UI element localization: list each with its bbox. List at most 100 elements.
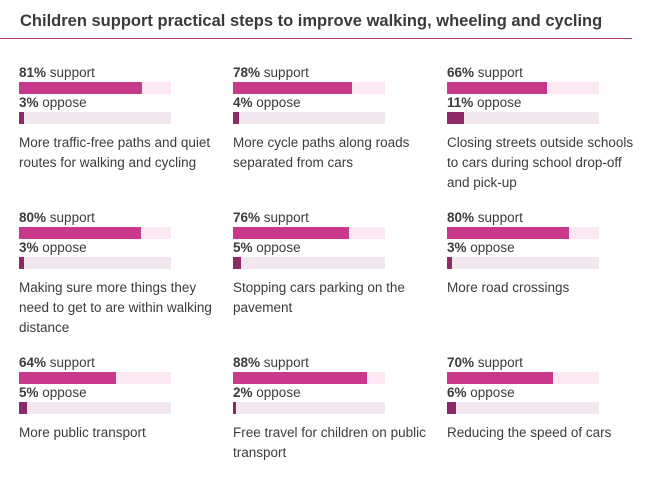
support-value: 80% [19,210,47,225]
oppose-label: 3% oppose [447,240,607,256]
oppose-label: 3% oppose [19,240,179,256]
support-bar-track [233,372,385,384]
chart-item: 70% support 6% oppose Reducing the speed o… [447,355,611,443]
oppose-bar [19,112,24,124]
chart-item: 80% support 3% oppose More road crossings [447,210,607,298]
chart-item: 80% support 3% oppose Making sure more thi… [19,210,212,338]
support-word: support [49,210,95,225]
support-bar [447,227,569,239]
oppose-value: 4% [233,95,253,110]
support-word: support [49,355,95,370]
support-bar-track [447,82,599,94]
support-label: 81% support [19,65,179,81]
support-label: 80% support [447,210,607,226]
support-label: 80% support [19,210,179,226]
oppose-bar [233,257,241,269]
chart-item: 64% support 5% oppose More public transpor… [19,355,179,443]
chart-title: Children support practical steps to impr… [20,12,603,30]
support-bar-track [19,227,171,239]
oppose-bar-track [233,112,385,124]
oppose-value: 11% [447,95,474,110]
oppose-bar-track [19,257,171,269]
support-bar [233,82,352,94]
chart-item: 76% support 5% oppose Stopping cars parkin… [233,210,405,318]
oppose-bar [19,257,24,269]
oppose-bar [447,112,464,124]
oppose-label: 5% oppose [19,385,179,401]
support-bar [447,82,548,94]
support-value: 76% [233,210,261,225]
support-bar-track [19,372,171,384]
oppose-word: oppose [42,95,87,110]
oppose-bar-track [19,402,171,414]
oppose-label: 3% oppose [19,95,179,111]
oppose-bar-track [447,257,599,269]
support-value: 78% [233,65,261,80]
oppose-label: 6% oppose [447,385,607,401]
oppose-label: 5% oppose [233,240,393,256]
item-description: Reducing the speed of cars [447,425,612,440]
support-word: support [49,65,95,80]
support-word: support [263,355,309,370]
support-bar [233,372,367,384]
support-value: 81% [19,65,47,80]
oppose-value: 5% [19,385,39,400]
support-word: support [477,65,523,80]
oppose-bar-track [233,257,385,269]
support-value: 64% [19,355,47,370]
support-word: support [263,210,309,225]
item-description: More road crossings [447,280,570,295]
oppose-word: oppose [42,385,87,400]
support-value: 70% [447,355,475,370]
oppose-value: 5% [233,240,253,255]
oppose-value: 3% [447,240,467,255]
chart-item: 81% support 3% oppose More traffic-free pa… [19,65,210,173]
support-label: 88% support [233,355,393,371]
support-bar-track [447,227,599,239]
oppose-word: oppose [256,95,301,110]
chart-item: 88% support 2% oppose Free travel for chil… [233,355,426,463]
oppose-bar-track [233,402,385,414]
oppose-bar-track [19,112,171,124]
support-label: 78% support [233,65,393,81]
oppose-bar-track [447,402,599,414]
support-bar-track [233,82,385,94]
oppose-label: 2% oppose [233,385,393,401]
support-bar-track [447,372,599,384]
oppose-label: 4% oppose [233,95,393,111]
oppose-value: 2% [233,385,253,400]
oppose-value: 6% [447,385,467,400]
item-description: More public transport [19,425,146,440]
support-bar [19,82,143,94]
chart-item: 66% support 11% oppose Closing streets out… [447,65,633,193]
oppose-value: 3% [19,95,39,110]
item-description: Closing streets outside schools to cars … [447,135,634,190]
item-description: Stopping cars parking on the pavement [233,280,405,315]
oppose-word: oppose [470,385,515,400]
oppose-bar [19,402,27,414]
item-description: Making sure more things they need to get… [19,280,212,335]
oppose-bar [447,257,452,269]
support-bar-track [19,82,171,94]
support-word: support [477,355,523,370]
support-value: 80% [447,210,475,225]
oppose-label: 11% oppose [447,95,607,111]
support-bar [19,372,117,384]
support-word: support [263,65,309,80]
support-label: 70% support [447,355,607,371]
item-description: More cycle paths along roads separated f… [233,135,410,170]
support-label: 64% support [19,355,179,371]
oppose-word: oppose [477,95,522,110]
oppose-word: oppose [42,240,87,255]
oppose-bar [233,112,240,124]
oppose-word: oppose [470,240,515,255]
support-value: 66% [447,65,475,80]
title-divider [0,38,632,39]
support-label: 66% support [447,65,607,81]
item-description: Free travel for children on public trans… [233,425,426,460]
oppose-bar [447,402,457,414]
support-value: 88% [233,355,261,370]
oppose-word: oppose [256,240,301,255]
support-label: 76% support [233,210,393,226]
support-bar [19,227,141,239]
